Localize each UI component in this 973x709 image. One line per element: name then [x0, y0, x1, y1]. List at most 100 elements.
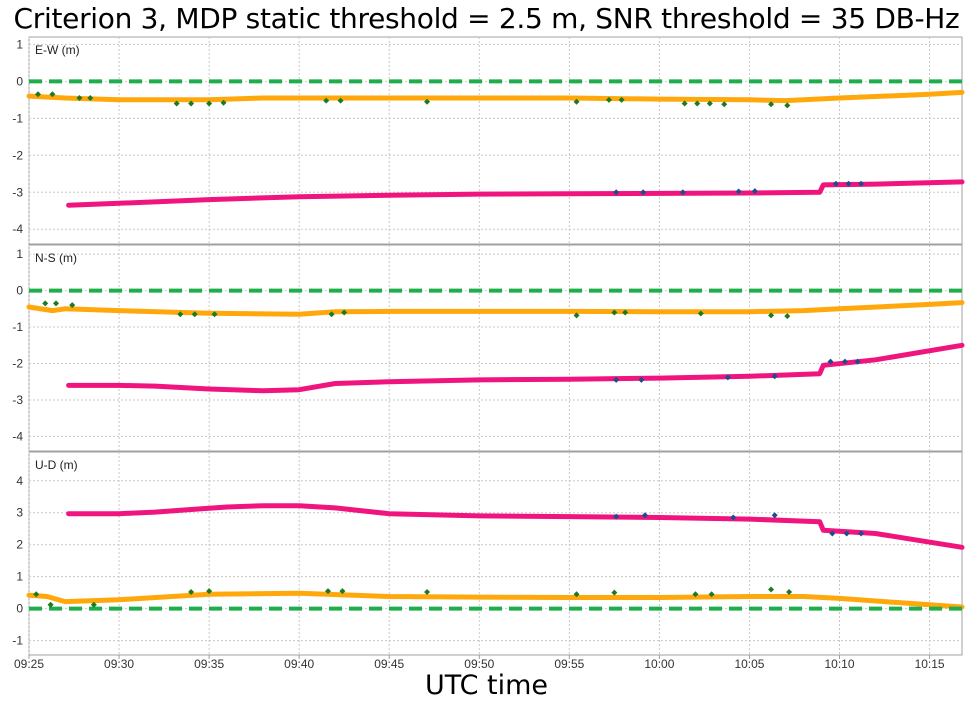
panel-label: U-D (m)	[35, 458, 78, 472]
data-point-blue_dots	[843, 530, 850, 537]
data-point-blue_dots	[832, 180, 839, 187]
y-tick-label: -1	[12, 634, 23, 648]
data-point-green_dots	[188, 589, 195, 596]
data-point-blue_dots	[730, 514, 737, 521]
panel-frame	[28, 36, 963, 245]
data-point-green_dots	[697, 310, 704, 317]
data-point-blue_dots	[854, 358, 861, 365]
data-point-green_dots	[605, 96, 612, 103]
data-point-green_dots	[53, 300, 60, 307]
data-point-blue_dots	[845, 180, 852, 187]
series-line-magenta	[66, 342, 965, 394]
data-point-green_dots	[33, 591, 40, 598]
data-point-green_dots	[328, 311, 335, 318]
x-tick-label: 10:10	[825, 657, 855, 671]
y-tick-label: -3	[12, 185, 23, 199]
data-point-green_dots	[768, 312, 775, 319]
data-point-green_dots	[35, 91, 42, 98]
data-point-blue_dots	[771, 373, 778, 380]
data-point-green_dots	[177, 311, 184, 318]
data-point-blue_dots	[771, 512, 778, 519]
data-point-blue_dots	[679, 189, 686, 196]
y-tick-label: 0	[16, 74, 23, 88]
x-axis-label: UTC time	[424, 670, 549, 701]
data-point-green_dots	[76, 94, 83, 101]
y-tick-label: -4	[12, 222, 23, 236]
x-tick-label: 10:05	[734, 657, 764, 671]
x-tick-label: 10:00	[644, 657, 674, 671]
data-point-blue_dots	[827, 358, 834, 365]
y-tick-label: -1	[12, 111, 23, 125]
data-point-green_dots	[341, 309, 348, 316]
x-tick-label: 09:40	[284, 657, 314, 671]
panel-label: N-S (m)	[35, 251, 77, 265]
data-point-blue_dots	[613, 376, 620, 383]
data-point-blue_dots	[638, 376, 645, 383]
x-tick-label: 09:30	[104, 657, 134, 671]
x-tick-label: 09:45	[374, 657, 404, 671]
data-point-green_dots	[784, 102, 791, 109]
panel-label: E-W (m)	[35, 43, 80, 57]
y-tick-label: 1	[16, 247, 23, 261]
y-tick-label: 4	[16, 474, 23, 488]
y-tick-label: 2	[16, 538, 23, 552]
data-point-blue_dots	[613, 189, 620, 196]
data-point-green_dots	[694, 100, 701, 107]
data-point-blue_dots	[724, 374, 731, 381]
data-point-green_dots	[692, 591, 699, 598]
data-point-green_dots	[618, 96, 625, 103]
series-line-orange	[26, 590, 965, 610]
data-point-green_dots	[768, 101, 775, 108]
data-point-blue_dots	[841, 358, 848, 365]
y-tick-label: 0	[16, 602, 23, 616]
data-point-green_dots	[573, 591, 580, 598]
data-point-green_dots	[206, 588, 213, 595]
data-point-green_dots	[611, 309, 618, 316]
data-point-green_dots	[708, 591, 715, 598]
y-tick-label: -2	[12, 356, 23, 370]
data-point-green_dots	[573, 312, 580, 319]
data-point-green_dots	[337, 97, 344, 104]
y-tick-label: -3	[12, 393, 23, 407]
data-point-green_dots	[188, 100, 195, 107]
data-point-green_dots	[69, 302, 76, 309]
data-point-green_dots	[90, 601, 97, 608]
x-tick-label: 09:55	[554, 657, 584, 671]
x-tick-label: 09:25	[14, 657, 44, 671]
series-line-magenta	[66, 503, 965, 550]
chart-title: Criterion 3, MDP static threshold = 2.5 …	[13, 2, 960, 35]
data-point-green_dots	[47, 601, 54, 608]
y-tick-label: -4	[12, 429, 23, 443]
panel-frame	[28, 451, 963, 656]
y-tick-label: 0	[16, 284, 23, 298]
x-tick-label: 09:35	[194, 657, 224, 671]
x-tick-label: 09:50	[464, 657, 494, 671]
data-point-green_dots	[42, 300, 49, 307]
data-point-green_dots	[324, 588, 331, 595]
data-point-blue_dots	[641, 512, 648, 519]
data-point-green_dots	[424, 589, 431, 596]
data-point-green_dots	[87, 94, 94, 101]
data-point-green_dots	[768, 586, 775, 593]
data-point-blue_dots	[640, 189, 647, 196]
data-point-green_dots	[191, 311, 198, 318]
data-point-green_dots	[211, 311, 218, 318]
data-point-green_dots	[786, 589, 793, 596]
series-line-magenta	[66, 179, 965, 208]
data-point-green_dots	[173, 100, 180, 107]
data-point-green_dots	[49, 91, 56, 98]
data-point-green_dots	[611, 589, 618, 596]
x-tick-label: 10:15	[915, 657, 945, 671]
data-point-green_dots	[573, 98, 580, 105]
data-point-green_dots	[206, 100, 213, 107]
data-point-green_dots	[424, 98, 431, 105]
data-point-blue_dots	[751, 188, 758, 195]
y-tick-label: 1	[16, 570, 23, 584]
series-line-orange	[26, 89, 965, 104]
y-tick-label: 1	[16, 37, 23, 51]
data-point-green_dots	[323, 97, 330, 104]
data-point-green_dots	[784, 313, 791, 320]
data-point-blue_dots	[858, 180, 865, 187]
data-point-green_dots	[622, 309, 629, 316]
